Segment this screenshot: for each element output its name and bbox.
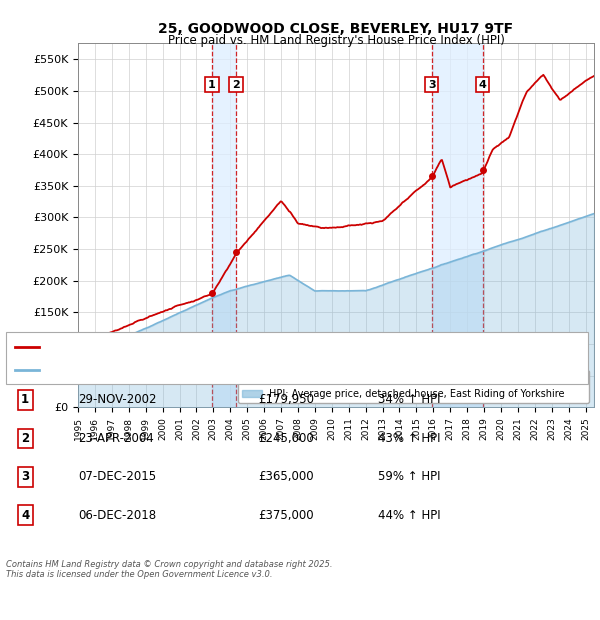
- Text: 1: 1: [21, 394, 29, 406]
- Text: 3: 3: [21, 471, 29, 483]
- Text: 34% ↑ HPI: 34% ↑ HPI: [378, 394, 440, 406]
- Text: 59% ↑ HPI: 59% ↑ HPI: [378, 471, 440, 483]
- Text: 23-APR-2004: 23-APR-2004: [78, 432, 154, 445]
- Text: Contains HM Land Registry data © Crown copyright and database right 2025.
This d: Contains HM Land Registry data © Crown c…: [6, 560, 332, 579]
- Text: HPI: Average price, detached house, East Riding of Yorkshire: HPI: Average price, detached house, East…: [43, 365, 359, 375]
- Text: 2: 2: [232, 79, 240, 89]
- Bar: [432, 43, 482, 407]
- Text: 25, GOODWOOD CLOSE, BEVERLEY, HU17 9TF (detached house): 25, GOODWOOD CLOSE, BEVERLEY, HU17 9TF (…: [43, 342, 379, 352]
- Text: £179,950: £179,950: [258, 394, 314, 406]
- Text: 06-DEC-2018: 06-DEC-2018: [78, 509, 156, 521]
- Text: 44% ↑ HPI: 44% ↑ HPI: [378, 509, 440, 521]
- Text: 29-NOV-2002: 29-NOV-2002: [78, 394, 157, 406]
- Bar: [212, 43, 236, 407]
- Text: £245,000: £245,000: [258, 432, 314, 445]
- Text: 4: 4: [479, 79, 487, 89]
- Text: £375,000: £375,000: [258, 509, 314, 521]
- Text: Price paid vs. HM Land Registry's House Price Index (HPI): Price paid vs. HM Land Registry's House …: [167, 34, 505, 47]
- Text: 3: 3: [428, 79, 436, 89]
- Text: 25, GOODWOOD CLOSE, BEVERLEY, HU17 9TF: 25, GOODWOOD CLOSE, BEVERLEY, HU17 9TF: [158, 22, 514, 36]
- Legend: 25, GOODWOOD CLOSE, BEVERLEY, HU17 9TF (detached house), HPI: Average price, det: 25, GOODWOOD CLOSE, BEVERLEY, HU17 9TF (…: [238, 370, 589, 402]
- Text: 43% ↑ HPI: 43% ↑ HPI: [378, 432, 440, 445]
- Text: 07-DEC-2015: 07-DEC-2015: [78, 471, 156, 483]
- Text: 4: 4: [21, 509, 29, 521]
- Text: 1: 1: [208, 79, 216, 89]
- Text: £365,000: £365,000: [258, 471, 314, 483]
- Text: 2: 2: [21, 432, 29, 445]
